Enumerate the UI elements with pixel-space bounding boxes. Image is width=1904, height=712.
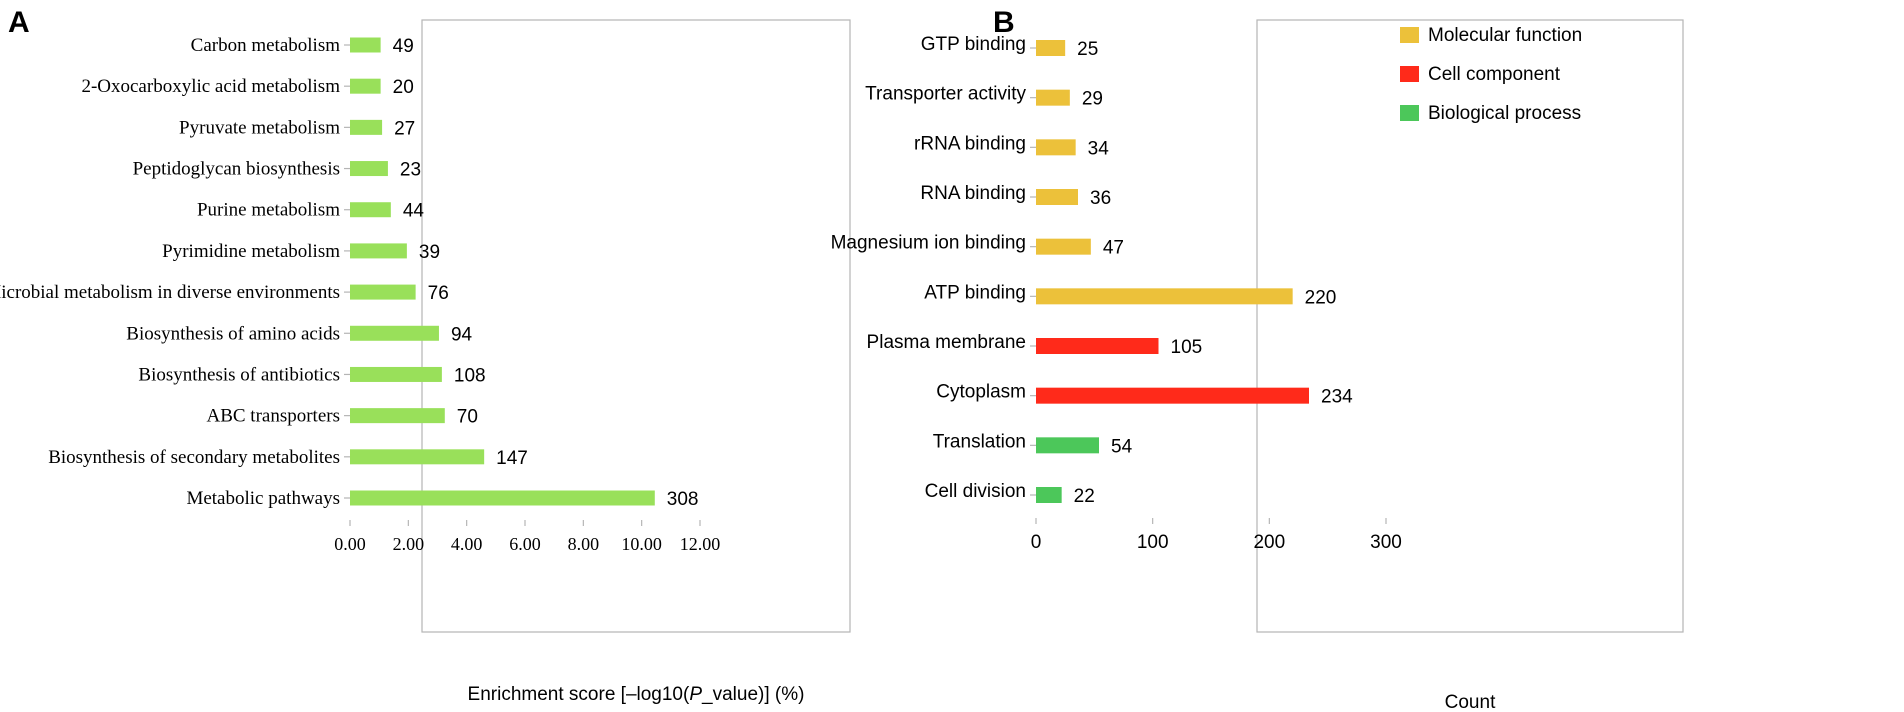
legend-label: Cell component bbox=[1428, 64, 1561, 85]
data-label: 39 bbox=[419, 242, 440, 263]
bar bbox=[350, 119, 383, 135]
x-tick-label: 100 bbox=[1137, 532, 1169, 553]
category-label: ATP binding bbox=[924, 282, 1026, 303]
category-label: Pyruvate metabolism bbox=[179, 117, 340, 138]
x-tick-label: 6.00 bbox=[509, 534, 541, 554]
panel-b-x-axis-title: Count bbox=[1445, 692, 1496, 712]
x-tick-label: 200 bbox=[1253, 532, 1285, 553]
x-tick-label: 4.00 bbox=[451, 534, 483, 554]
data-label: 22 bbox=[1074, 486, 1095, 507]
category-label: Biosynthesis of amino acids bbox=[126, 323, 340, 344]
data-label: 220 bbox=[1305, 287, 1337, 308]
category-label: Magnesium ion binding bbox=[831, 233, 1026, 254]
legend-swatch bbox=[1400, 66, 1419, 82]
panel-b-chart: 0 100 200 300 GTP binding 25 Transporter activ… bbox=[831, 34, 1402, 553]
bar bbox=[350, 78, 381, 94]
bar bbox=[350, 37, 381, 53]
bar bbox=[350, 284, 416, 300]
panel-a-letter: A bbox=[8, 6, 30, 39]
data-label: 44 bbox=[403, 201, 425, 222]
data-label: 308 bbox=[667, 489, 699, 510]
category-label: Carbon metabolism bbox=[191, 35, 341, 56]
x-axis-title-prefix: Enrichment score [–log10( bbox=[468, 684, 690, 705]
category-label: Cytoplasm bbox=[936, 382, 1026, 403]
category-label: 2-Oxocarboxylic acid metabolism bbox=[81, 76, 340, 97]
bar bbox=[1036, 487, 1062, 503]
category-label: Translation bbox=[933, 431, 1026, 452]
legend-label: Biological process bbox=[1428, 103, 1581, 124]
category-label: Metabolic pathways bbox=[186, 488, 340, 509]
legend-swatch bbox=[1400, 105, 1419, 121]
data-label: 25 bbox=[1077, 39, 1098, 60]
data-label: 34 bbox=[1088, 138, 1110, 159]
panel-a-x-axis-title: Enrichment score [–log10(P_value)] (%) bbox=[468, 684, 805, 705]
bar bbox=[1036, 40, 1066, 56]
bar bbox=[350, 202, 391, 218]
bar bbox=[350, 366, 442, 382]
bar bbox=[350, 449, 485, 465]
category-label: Plasma membrane bbox=[867, 332, 1026, 353]
panel-a-chart: 0.00 2.00 4.00 6.00 8.00 10.00 12.00 Carbon met… bbox=[0, 35, 720, 554]
data-label: 20 bbox=[393, 77, 414, 98]
bar bbox=[1036, 139, 1076, 156]
bar bbox=[350, 243, 407, 259]
legend-label: Molecular function bbox=[1428, 25, 1582, 46]
bar bbox=[1036, 437, 1099, 454]
bar bbox=[1036, 189, 1078, 205]
data-label: 23 bbox=[400, 160, 421, 181]
data-label: 147 bbox=[496, 448, 528, 469]
bar bbox=[1036, 89, 1070, 106]
x-tick-label: 2.00 bbox=[393, 534, 425, 554]
category-label: Cell division bbox=[925, 481, 1026, 502]
data-label: 47 bbox=[1103, 238, 1124, 259]
category-label: GTP binding bbox=[921, 34, 1026, 55]
data-label: 108 bbox=[454, 365, 486, 386]
x-tick-label: 0 bbox=[1031, 532, 1042, 553]
x-tick-label: 8.00 bbox=[568, 534, 600, 554]
x-tick-label: 12.00 bbox=[680, 534, 721, 554]
panel-b-plot-frame bbox=[1256, 19, 1684, 633]
data-label: 49 bbox=[393, 36, 414, 57]
category-label: Purine metabolism bbox=[197, 200, 340, 221]
category-label: ABC transporters bbox=[206, 406, 340, 427]
data-label: 36 bbox=[1090, 188, 1111, 209]
category-label: Peptidoglycan biosynthesis bbox=[133, 159, 340, 180]
x-axis-title-suffix: _value)] (%) bbox=[701, 684, 804, 705]
bar bbox=[1036, 338, 1159, 354]
data-label: 76 bbox=[428, 283, 449, 304]
category-label: Microbial metabolism in diverse environm… bbox=[0, 282, 340, 303]
bar bbox=[350, 325, 439, 341]
data-label: 29 bbox=[1082, 89, 1103, 110]
category-label: Pyrimidine metabolism bbox=[162, 241, 340, 262]
category-label: rRNA binding bbox=[914, 133, 1026, 154]
x-tick-label: 0.00 bbox=[334, 534, 366, 554]
data-label: 105 bbox=[1171, 337, 1203, 358]
panel-b-legend: Molecular function Cell component Biologic… bbox=[1400, 25, 1582, 124]
category-label: Biosynthesis of antibiotics bbox=[138, 364, 340, 385]
panel-b-letter: B bbox=[993, 6, 1015, 39]
data-label: 234 bbox=[1321, 387, 1353, 408]
bar bbox=[350, 490, 655, 506]
bar bbox=[1036, 288, 1293, 305]
category-label: RNA binding bbox=[920, 183, 1026, 204]
bar bbox=[350, 408, 445, 424]
data-label: 70 bbox=[457, 407, 478, 428]
x-axis-title-italic: P bbox=[689, 684, 702, 705]
category-label: Biosynthesis of secondary metabolites bbox=[48, 447, 340, 468]
x-tick-label: 10.00 bbox=[621, 534, 662, 554]
data-label: 27 bbox=[394, 118, 415, 139]
category-label: Transporter activity bbox=[865, 84, 1026, 105]
x-tick-label: 300 bbox=[1370, 532, 1402, 553]
bar bbox=[350, 161, 388, 177]
data-label: 94 bbox=[451, 324, 473, 345]
legend-swatch bbox=[1400, 27, 1419, 43]
data-label: 54 bbox=[1111, 436, 1133, 457]
bar bbox=[1036, 238, 1091, 255]
bar bbox=[1036, 387, 1309, 404]
